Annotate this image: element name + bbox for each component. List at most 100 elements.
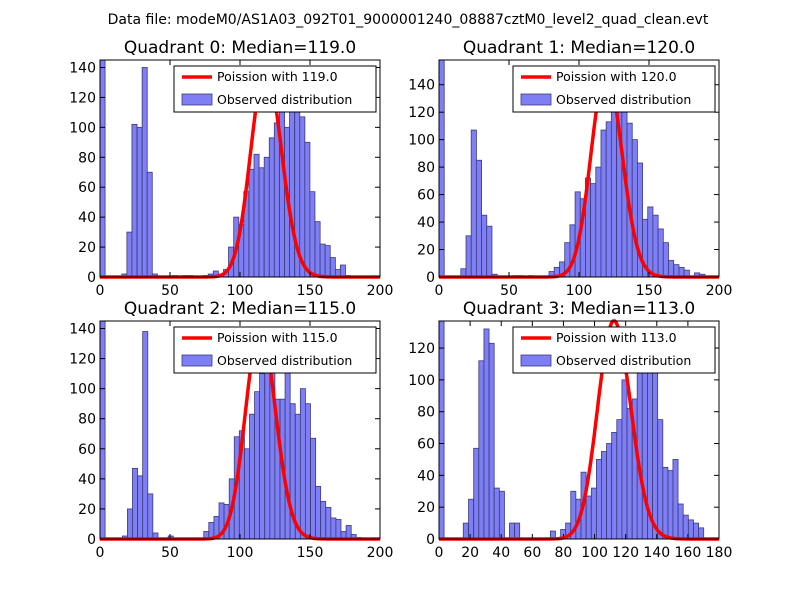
legend	[512, 326, 716, 374]
histogram-bar	[657, 228, 664, 278]
histogram-bar	[595, 166, 602, 278]
histogram-bar	[621, 379, 628, 540]
histogram-bar	[99, 320, 106, 540]
histogram-bar	[652, 363, 659, 540]
x-tick-label: 180	[706, 545, 733, 561]
y-tick-label: 120	[408, 105, 435, 121]
histogram-bar	[631, 139, 638, 278]
histogram-bar	[438, 59, 445, 278]
histogram-bar	[263, 156, 270, 278]
x-tick-label: 200	[367, 545, 394, 561]
histogram-bar	[647, 206, 654, 278]
histogram-bar	[585, 495, 592, 540]
y-tick-label: 140	[408, 78, 435, 94]
legend-observed-swatch	[520, 354, 552, 367]
histogram-bar	[299, 388, 306, 540]
histogram-bar	[606, 443, 613, 540]
x-tick-label: 0	[96, 545, 105, 561]
y-tick-label: 140	[69, 60, 96, 76]
legend-poisson-label: Poission with 119.0	[217, 69, 338, 84]
histogram-bar	[273, 122, 280, 278]
histogram-bar	[268, 137, 275, 278]
histogram-bar	[146, 171, 153, 278]
x-tick-label: 100	[227, 283, 254, 299]
legend-poisson-label: Poission with 113.0	[556, 330, 677, 345]
x-tick-label: 100	[227, 545, 254, 561]
panel-quadrant-2: Quadrant 2: Median=115.0 0 50 100 150 200 0 20…	[69, 299, 393, 561]
histogram-bar	[596, 459, 602, 540]
y-tick-label: 0	[426, 532, 435, 548]
x-tick-label: 80	[555, 545, 573, 561]
panel-title: Quadrant 2: Median=115.0	[124, 299, 356, 319]
y-tick-label: 80	[78, 150, 96, 166]
y-tick-label: 120	[69, 90, 96, 106]
histogram-bar	[616, 419, 623, 540]
histogram-bar	[319, 243, 326, 278]
y-tick-label: 100	[69, 382, 96, 398]
y-tick-label: 0	[426, 270, 435, 286]
histogram-bar	[687, 519, 694, 540]
x-tick-label: 140	[643, 545, 670, 561]
histogram-bar	[314, 221, 321, 278]
histogram-bar	[693, 522, 699, 540]
x-tick-label: 0	[435, 283, 444, 299]
histogram-bar	[315, 485, 322, 540]
legend-observed-label: Observed distribution	[556, 353, 691, 368]
x-tick-label: 150	[297, 283, 324, 299]
histogram-bar	[248, 168, 255, 278]
panel-quadrant-0: Quadrant 0: Median=119.0 0 50 100 150 200 0 20…	[69, 38, 393, 299]
histogram-bar	[147, 493, 154, 540]
histogram-bar	[249, 413, 256, 540]
x-tick-label: 120	[612, 545, 639, 561]
figure-suptitle: Data file: modeM0/AS1A03_092T01_90000012…	[108, 12, 709, 28]
histogram-bar	[668, 260, 675, 278]
x-tick-label: 160	[675, 545, 702, 561]
panel-title: Quadrant 3: Median=113.0	[463, 299, 695, 319]
panel-title: Quadrant 0: Median=119.0	[124, 38, 356, 58]
x-tick-label: 50	[500, 283, 518, 299]
histogram-bar	[590, 487, 597, 540]
histogram-bar	[641, 371, 648, 540]
histogram-bar	[137, 475, 144, 540]
histogram-bar	[610, 102, 617, 278]
histogram-bar	[141, 67, 148, 278]
histogram-bar	[626, 408, 633, 540]
histogram-bar	[478, 360, 485, 540]
y-tick-label: 20	[417, 500, 435, 516]
histogram-bar	[509, 522, 515, 540]
legend-observed-swatch	[181, 93, 213, 106]
x-tick-label: 100	[566, 283, 593, 299]
y-tick-label: 120	[69, 352, 96, 368]
histogram-bar	[483, 328, 490, 540]
y-tick-label: 0	[87, 532, 96, 548]
y-tick-label: 40	[417, 468, 435, 484]
y-tick-label: 100	[408, 373, 435, 389]
legend-observed-swatch	[520, 93, 552, 106]
histogram-bar	[677, 503, 684, 540]
y-tick-label: 20	[417, 243, 435, 259]
x-tick-label: 0	[96, 283, 105, 299]
histogram-bar	[289, 85, 296, 278]
histogram-bar	[329, 257, 336, 278]
histogram-bar	[673, 264, 680, 278]
panel-title: Quadrant 1: Median=120.0	[463, 38, 695, 58]
y-tick-label: 40	[78, 472, 96, 488]
legend-poisson-label: Poission with 120.0	[556, 69, 677, 84]
histogram-bar	[493, 487, 500, 540]
y-tick-label: 40	[78, 210, 96, 226]
histogram-bar	[601, 451, 607, 540]
histogram-bar	[662, 466, 669, 540]
histogram-bar	[611, 431, 618, 540]
x-tick-label: 100	[581, 545, 608, 561]
y-tick-label: 100	[408, 133, 435, 149]
histogram-bar	[330, 517, 337, 540]
legend	[512, 65, 716, 113]
histogram-bar	[475, 159, 482, 278]
y-tick-label: 60	[417, 437, 435, 453]
y-tick-label: 20	[78, 240, 96, 256]
histogram-bar	[264, 371, 271, 540]
histogram-bar	[299, 116, 306, 278]
y-tick-label: 140	[69, 322, 96, 338]
legend-observed-label: Observed distribution	[217, 92, 352, 107]
